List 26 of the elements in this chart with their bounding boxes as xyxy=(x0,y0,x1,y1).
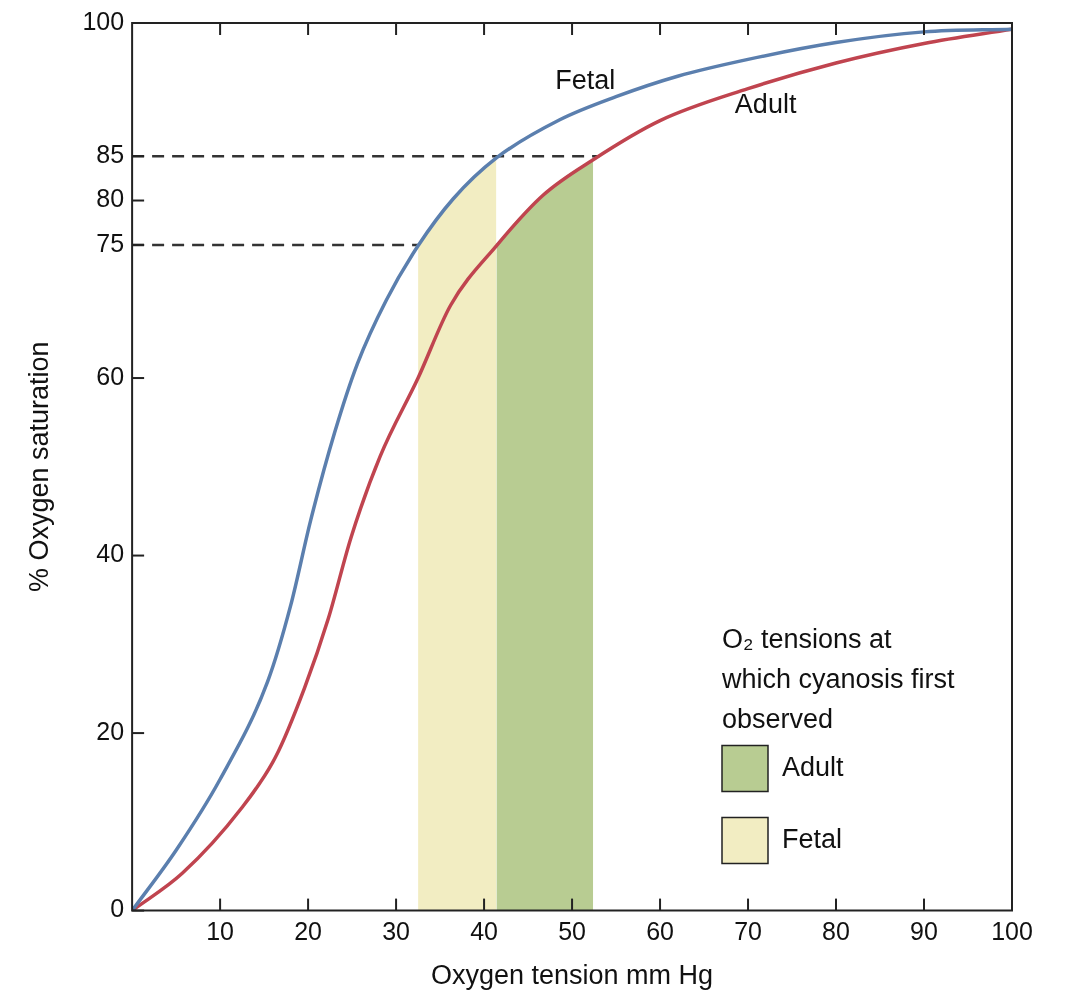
y-tick-label: 20 xyxy=(96,716,125,745)
x-tick-label: 70 xyxy=(734,917,762,946)
y-tick-label: 80 xyxy=(96,184,125,213)
y-tick-label: 75 xyxy=(96,228,125,257)
legend-title: O₂ tensions at which cyanosis first observed xyxy=(721,624,956,735)
legend-label: Fetal xyxy=(782,824,843,855)
x-tick-label: 10 xyxy=(206,917,235,946)
y-tick-label: 60 xyxy=(96,361,125,390)
y-tick-label: 40 xyxy=(96,539,125,568)
y-tick-label: 100 xyxy=(82,6,125,35)
x-axis-title: Oxygen tension mm Hg xyxy=(430,960,714,991)
y-axis-title: % Oxygen saturation xyxy=(23,341,54,593)
x-tick-label: 80 xyxy=(822,917,850,946)
x-tick-label: 20 xyxy=(294,917,322,946)
y-tick-label: 0 xyxy=(110,894,125,923)
annotation: Adult xyxy=(734,88,797,119)
x-tick-label: 90 xyxy=(910,917,938,946)
x-tick-label: 40 xyxy=(470,917,498,946)
x-tick-label: 100 xyxy=(991,917,1033,946)
x-tick-label: 60 xyxy=(646,917,674,946)
line-series xyxy=(132,27,1012,911)
x-tick-label: 50 xyxy=(558,917,586,946)
x-tick-label: 30 xyxy=(382,917,410,946)
y-tick-label: 85 xyxy=(96,140,125,169)
legend-label: Adult xyxy=(782,752,845,783)
annotation: Fetal xyxy=(555,64,616,95)
